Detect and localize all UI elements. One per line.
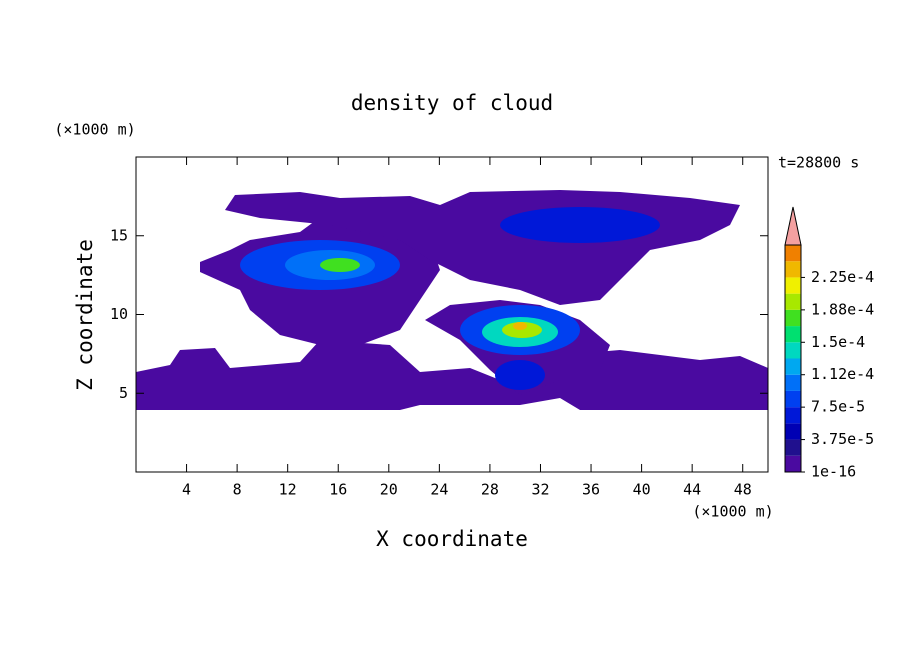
colorbar-segment (785, 455, 801, 472)
colorbar-segment (785, 342, 801, 359)
cloud-core (502, 322, 542, 338)
colorbar-segment (785, 277, 801, 294)
x-tick-label: 16 (329, 481, 347, 499)
colorbar-segment (785, 309, 801, 327)
x-tick-label: 28 (481, 481, 499, 499)
colorbar-tick-label: 1.12e-4 (811, 365, 874, 383)
y-tick-label: 10 (110, 305, 128, 323)
cloud-low (136, 340, 768, 410)
x-tick-label: 32 (531, 481, 549, 499)
cloud-core (500, 207, 660, 243)
x-tick-label: 4 (182, 481, 191, 499)
cloud-core (495, 360, 545, 390)
colorbar-tick-label: 2.25e-4 (811, 268, 874, 286)
chart-title: density of cloud (351, 91, 553, 115)
colorbar-segment (785, 326, 801, 343)
colorbar-segment (785, 358, 801, 375)
colorbar-tick-label: 3.75e-5 (811, 430, 874, 448)
x-tick-label: 40 (633, 481, 651, 499)
colorbar-extend (784, 206, 802, 246)
colorbar-segment (785, 245, 801, 262)
colorbar-segment (785, 407, 801, 424)
annotation: t=28800 s (778, 154, 859, 172)
x-tick-label: 48 (734, 481, 752, 499)
colorbar-tick-label: 1e-16 (811, 463, 856, 481)
y-tick-label: 15 (110, 226, 128, 244)
colorbar-segment (785, 374, 801, 391)
colorbar-tick-label: 1.5e-4 (811, 333, 865, 351)
colorbar-tick-label: 7.5e-5 (811, 398, 865, 416)
colorbar-segment (785, 390, 801, 408)
cloud-field (136, 190, 768, 410)
colorbar-segment (785, 293, 801, 310)
colorbar-frame (784, 244, 802, 473)
x-tick-label: 8 (233, 481, 242, 499)
y-tick-label: 5 (119, 384, 128, 402)
cloud-core (320, 258, 360, 272)
colorbar-segment (785, 423, 801, 440)
colorbar-tick-label: 1.88e-4 (811, 300, 874, 318)
x-unit: (×1000 m) (692, 503, 773, 521)
x-tick-label: 24 (430, 481, 448, 499)
x-tick-label: 44 (683, 481, 701, 499)
x-tick-label: 12 (279, 481, 297, 499)
colorbar-segment (785, 439, 801, 456)
x-tick-label: 20 (380, 481, 398, 499)
y-unit: (×1000 m) (54, 121, 135, 139)
colorbar-segment (785, 261, 801, 278)
x-tick-label: 36 (582, 481, 600, 499)
y-axis-label: Z coordinate (73, 239, 97, 391)
cloud-core (513, 322, 527, 330)
x-axis-label: X coordinate (376, 527, 528, 551)
